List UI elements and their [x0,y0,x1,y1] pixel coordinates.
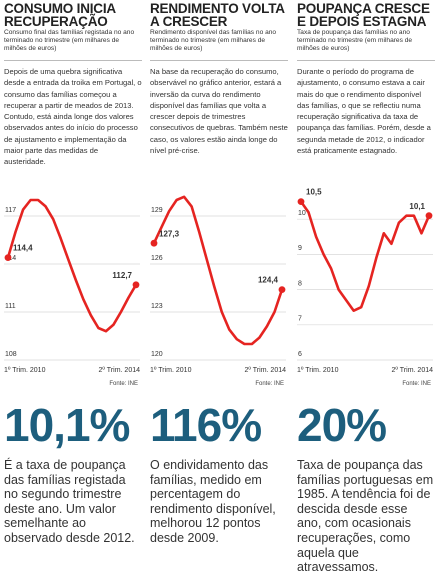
description: Depois de uma quebra significativa desde… [4,67,142,167]
source: Fonte: INE [255,381,284,387]
x-tick-label: 1º Trim. 2010 [150,367,192,374]
chart-title: CONSUMO INICIA RECUPERAÇÃO [4,1,116,29]
value-label: 124,4 [258,276,279,285]
data-point [4,254,12,261]
x-tick-label: 1º Trim. 2010 [4,367,46,374]
data-line [6,198,138,333]
source: Fonte: INE [109,381,138,387]
y-tick-label: 126 [151,255,163,262]
chart-subtitle: Consumo final das famílias registada no … [4,29,135,52]
chart: 120 123 126 129 1º Trim. 2010 2º Trim. 2014 12… [150,195,287,374]
big-text: Taxa de poupança das famílias portuguesa… [297,458,434,575]
big-number: 116% [150,399,262,451]
x-tick-label: 2º Trim. 2014 [99,367,141,374]
chart: 6 7 8 9 10 1º Trim. 2010 2º Trim. 2014 10,5 10,1 [297,188,434,374]
data-point [278,286,286,293]
y-tick-label: 10 [298,210,306,217]
data-point [425,212,433,220]
y-tick-label: 123 [151,303,163,310]
column: POUPANÇA CRESCE E DEPOIS ESTAGNA Taxa de … [297,0,435,574]
description: Na base da recuperação do consumo, obser… [150,67,288,156]
chart-title: RENDIMENTO VOLTA A CRESCER [150,1,285,29]
value-label: 10,5 [306,188,322,197]
x-tick-label: 1º Trim. 2010 [297,367,339,374]
x-tick-label: 2º Trim. 2014 [392,367,434,374]
y-tick-label: 6 [298,351,302,358]
source: Fonte: INE [402,381,431,387]
value-label: 112,7 [112,271,132,280]
big-text: O endividamento das famílias, medido em … [150,458,276,545]
value-label: 114,4 [13,244,33,253]
y-tick-label: 9 [298,245,302,252]
value-label: 10,1 [409,202,425,211]
value-label: 127,3 [159,229,180,238]
chart-subtitle: Taxa de poupança das famílias no ano ter… [297,29,413,52]
data-line [299,200,431,312]
chart-title: POUPANÇA CRESCE E DEPOIS ESTAGNA [297,1,430,29]
big-text: É a taxa de poupança das famílias regist… [4,458,135,545]
y-tick-label: 111 [5,303,16,310]
y-tick-label: 7 [298,316,302,323]
data-line [152,195,284,346]
x-tick-label: 2º Trim. 2014 [245,367,287,374]
divider [150,60,288,61]
y-tick-label: 108 [5,351,17,358]
data-point [132,281,140,289]
divider [4,60,142,61]
column: CONSUMO INICIA RECUPERAÇÃO Consumo final … [4,0,142,561]
column: RENDIMENTO VOLTA A CRESCER Rendimento dis… [150,0,288,561]
infographic: CONSUMO INICIA RECUPERAÇÃO Consumo final … [4,0,435,574]
description: Durante o período do programa de ajustam… [297,67,431,156]
chart-subtitle: Rendimento disponível das famílias no an… [150,29,277,52]
y-tick-label: 129 [151,207,163,214]
y-tick-label: 120 [151,351,163,358]
y-tick-label: 8 [298,280,302,287]
y-tick-label: 117 [5,207,16,214]
divider [297,60,435,61]
data-point [150,239,158,247]
big-number: 10,1% [4,399,130,451]
data-point [297,198,305,205]
big-number: 20% [297,399,387,451]
